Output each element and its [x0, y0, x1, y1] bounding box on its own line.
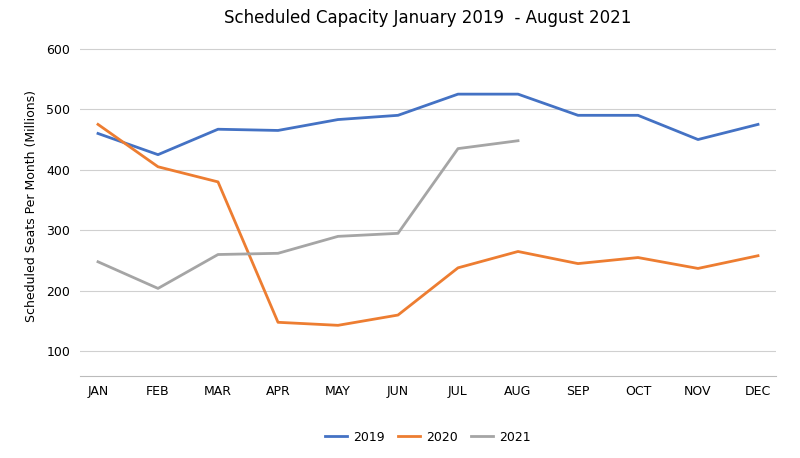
2021	[333, 234, 342, 239]
2021	[514, 138, 523, 143]
2020	[693, 266, 702, 271]
2019	[753, 122, 762, 127]
2019	[633, 113, 642, 118]
2019	[693, 137, 702, 142]
2019	[213, 126, 222, 132]
2019	[453, 92, 462, 97]
2019	[274, 128, 283, 133]
2021	[154, 286, 163, 291]
2019	[154, 152, 163, 158]
2020	[514, 249, 523, 254]
2020	[93, 122, 102, 127]
2020	[633, 255, 642, 260]
Legend: 2019, 2020, 2021: 2019, 2020, 2021	[320, 426, 536, 449]
2021	[274, 251, 283, 256]
Y-axis label: Scheduled Seats Per Month (Millions): Scheduled Seats Per Month (Millions)	[25, 90, 38, 322]
2020	[274, 320, 283, 325]
2019	[514, 92, 523, 97]
Title: Scheduled Capacity January 2019  - August 2021: Scheduled Capacity January 2019 - August…	[224, 9, 632, 27]
2020	[753, 253, 762, 258]
2019	[333, 117, 342, 122]
2019	[393, 113, 402, 118]
2020	[154, 164, 163, 169]
2021	[393, 230, 402, 236]
2020	[393, 312, 402, 318]
2019	[93, 131, 102, 136]
2021	[93, 259, 102, 265]
Line: 2019: 2019	[98, 94, 758, 155]
2020	[333, 322, 342, 328]
Line: 2021: 2021	[98, 141, 518, 289]
Line: 2020: 2020	[98, 125, 758, 325]
2020	[573, 261, 582, 267]
2020	[213, 179, 222, 185]
2020	[453, 265, 462, 271]
2021	[453, 146, 462, 151]
2019	[573, 113, 582, 118]
2021	[213, 252, 222, 257]
